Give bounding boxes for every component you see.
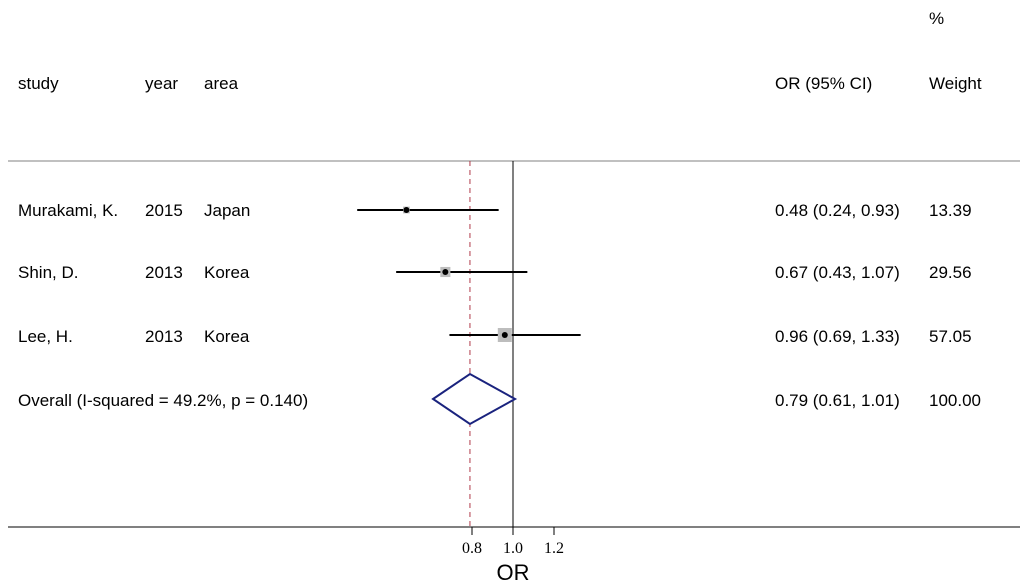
overall-diamond bbox=[431, 372, 518, 426]
x-axis-ticks: 0.8 1.0 1.2 bbox=[462, 527, 564, 557]
study-area: Korea bbox=[204, 263, 250, 282]
weight-value: 13.39 bbox=[929, 201, 972, 220]
year-header: year bbox=[145, 74, 178, 93]
ci-text: 0.67 (0.43, 1.07) bbox=[775, 263, 900, 282]
overall-label: Overall (I-squared = 49.2%, p = 0.140) bbox=[18, 391, 308, 410]
overall-ci-text: 0.79 (0.61, 1.01) bbox=[775, 391, 900, 410]
study-row: Shin, D. 2013 Korea 0.67 (0.43, 1.07) 29… bbox=[18, 263, 972, 282]
ci-text: 0.48 (0.24, 0.93) bbox=[775, 201, 900, 220]
x-tick-label: 1.0 bbox=[503, 540, 523, 557]
study-row: Lee, H. 2013 Korea 0.96 (0.69, 1.33) 57.… bbox=[18, 327, 972, 346]
study-year: 2015 bbox=[145, 201, 183, 220]
overall-weight-value: 100.00 bbox=[929, 391, 981, 410]
study-name: Murakami, K. bbox=[18, 201, 118, 220]
x-tick-label: 0.8 bbox=[462, 540, 482, 557]
ci-text: 0.96 (0.69, 1.33) bbox=[775, 327, 900, 346]
point-estimate bbox=[442, 269, 449, 275]
weight-unit-header: % bbox=[929, 9, 944, 28]
x-tick-label: 1.2 bbox=[544, 540, 564, 557]
weight-value: 57.05 bbox=[929, 327, 972, 346]
estimate-header: OR (95% CI) bbox=[775, 74, 872, 93]
study-area: Japan bbox=[204, 201, 250, 220]
weight-value: 29.56 bbox=[929, 263, 972, 282]
study-year: 2013 bbox=[145, 263, 183, 282]
study-header: study bbox=[18, 74, 59, 93]
point-estimate bbox=[403, 207, 410, 213]
area-header: area bbox=[204, 74, 239, 93]
study-name: Lee, H. bbox=[18, 327, 73, 346]
weight-header: Weight bbox=[929, 74, 982, 93]
study-year: 2013 bbox=[145, 327, 183, 346]
point-estimate bbox=[501, 332, 508, 338]
study-area: Korea bbox=[204, 327, 250, 346]
study-name: Shin, D. bbox=[18, 263, 78, 282]
overall-row: Overall (I-squared = 49.2%, p = 0.140) 0… bbox=[18, 372, 981, 426]
x-axis-title: OR bbox=[497, 560, 530, 585]
study-row: Murakami, K. 2015 Japan 0.48 (0.24, 0.93… bbox=[18, 201, 972, 220]
